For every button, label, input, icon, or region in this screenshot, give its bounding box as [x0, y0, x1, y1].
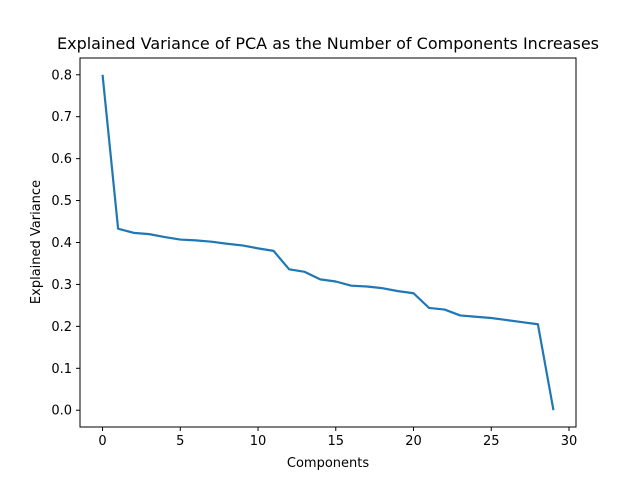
y-tick-label: 0.3 — [51, 278, 72, 293]
y-tick-label: 0.6 — [51, 152, 72, 167]
plot-frame — [79, 57, 577, 428]
chart-title: Explained Variance of PCA as the Number … — [57, 34, 599, 53]
plot-area — [101, 74, 555, 411]
y-axis-label: Explained Variance — [29, 180, 44, 304]
y-tick-label: 0.2 — [51, 320, 72, 335]
x-tick-label: 20 — [405, 434, 422, 449]
y-tick-label: 0.7 — [51, 110, 72, 125]
y-tick-label: 0.0 — [51, 404, 72, 419]
y-tick-label: 0.5 — [51, 194, 72, 209]
x-tick-label: 0 — [98, 434, 106, 449]
x-tick-label: 15 — [328, 434, 345, 449]
x-axis-label: Components — [287, 456, 369, 471]
series-line — [101, 74, 555, 411]
x-tick-label: 10 — [250, 434, 267, 449]
y-tick-label: 0.4 — [51, 236, 72, 251]
y-tick-label: 0.1 — [51, 362, 72, 377]
y-axis: 0.0 0.1 0.2 0.3 0.4 0.5 0.6 0.7 0.8 — [51, 68, 80, 419]
x-axis: 0 5 10 15 20 25 30 — [98, 427, 577, 449]
x-tick-label: 5 — [176, 434, 184, 449]
x-tick-label: 30 — [561, 434, 578, 449]
x-tick-label: 25 — [483, 434, 500, 449]
y-tick-label: 0.8 — [51, 68, 72, 83]
